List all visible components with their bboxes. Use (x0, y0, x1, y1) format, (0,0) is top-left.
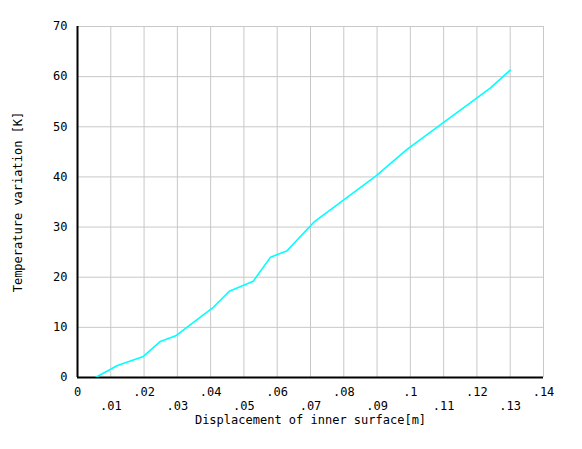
svg-text:Displacement of inner surface[: Displacement of inner surface[m] (195, 413, 426, 427)
svg-text:.02: .02 (133, 385, 155, 399)
svg-text:30: 30 (53, 220, 67, 234)
svg-text:0: 0 (74, 385, 81, 399)
svg-text:.09: .09 (366, 399, 388, 413)
svg-text:50: 50 (53, 120, 67, 134)
svg-text:.11: .11 (433, 399, 455, 413)
svg-text:Temperature variation [K]: Temperature variation [K] (11, 112, 25, 293)
svg-text:.05: .05 (233, 399, 255, 413)
svg-text:.13: .13 (499, 399, 521, 413)
svg-text:60: 60 (53, 69, 67, 83)
svg-text:.14: .14 (533, 385, 555, 399)
svg-text:20: 20 (53, 270, 67, 284)
svg-text:.07: .07 (300, 399, 322, 413)
svg-text:.1: .1 (403, 385, 417, 399)
svg-text:0: 0 (60, 370, 67, 384)
svg-text:70: 70 (53, 19, 67, 33)
svg-text:.03: .03 (167, 399, 189, 413)
svg-text:.04: .04 (200, 385, 222, 399)
svg-text:.12: .12 (466, 385, 488, 399)
svg-text:.06: .06 (266, 385, 288, 399)
svg-text:.08: .08 (333, 385, 355, 399)
svg-text:10: 10 (53, 320, 67, 334)
svg-text:40: 40 (53, 170, 67, 184)
svg-text:.01: .01 (100, 399, 122, 413)
